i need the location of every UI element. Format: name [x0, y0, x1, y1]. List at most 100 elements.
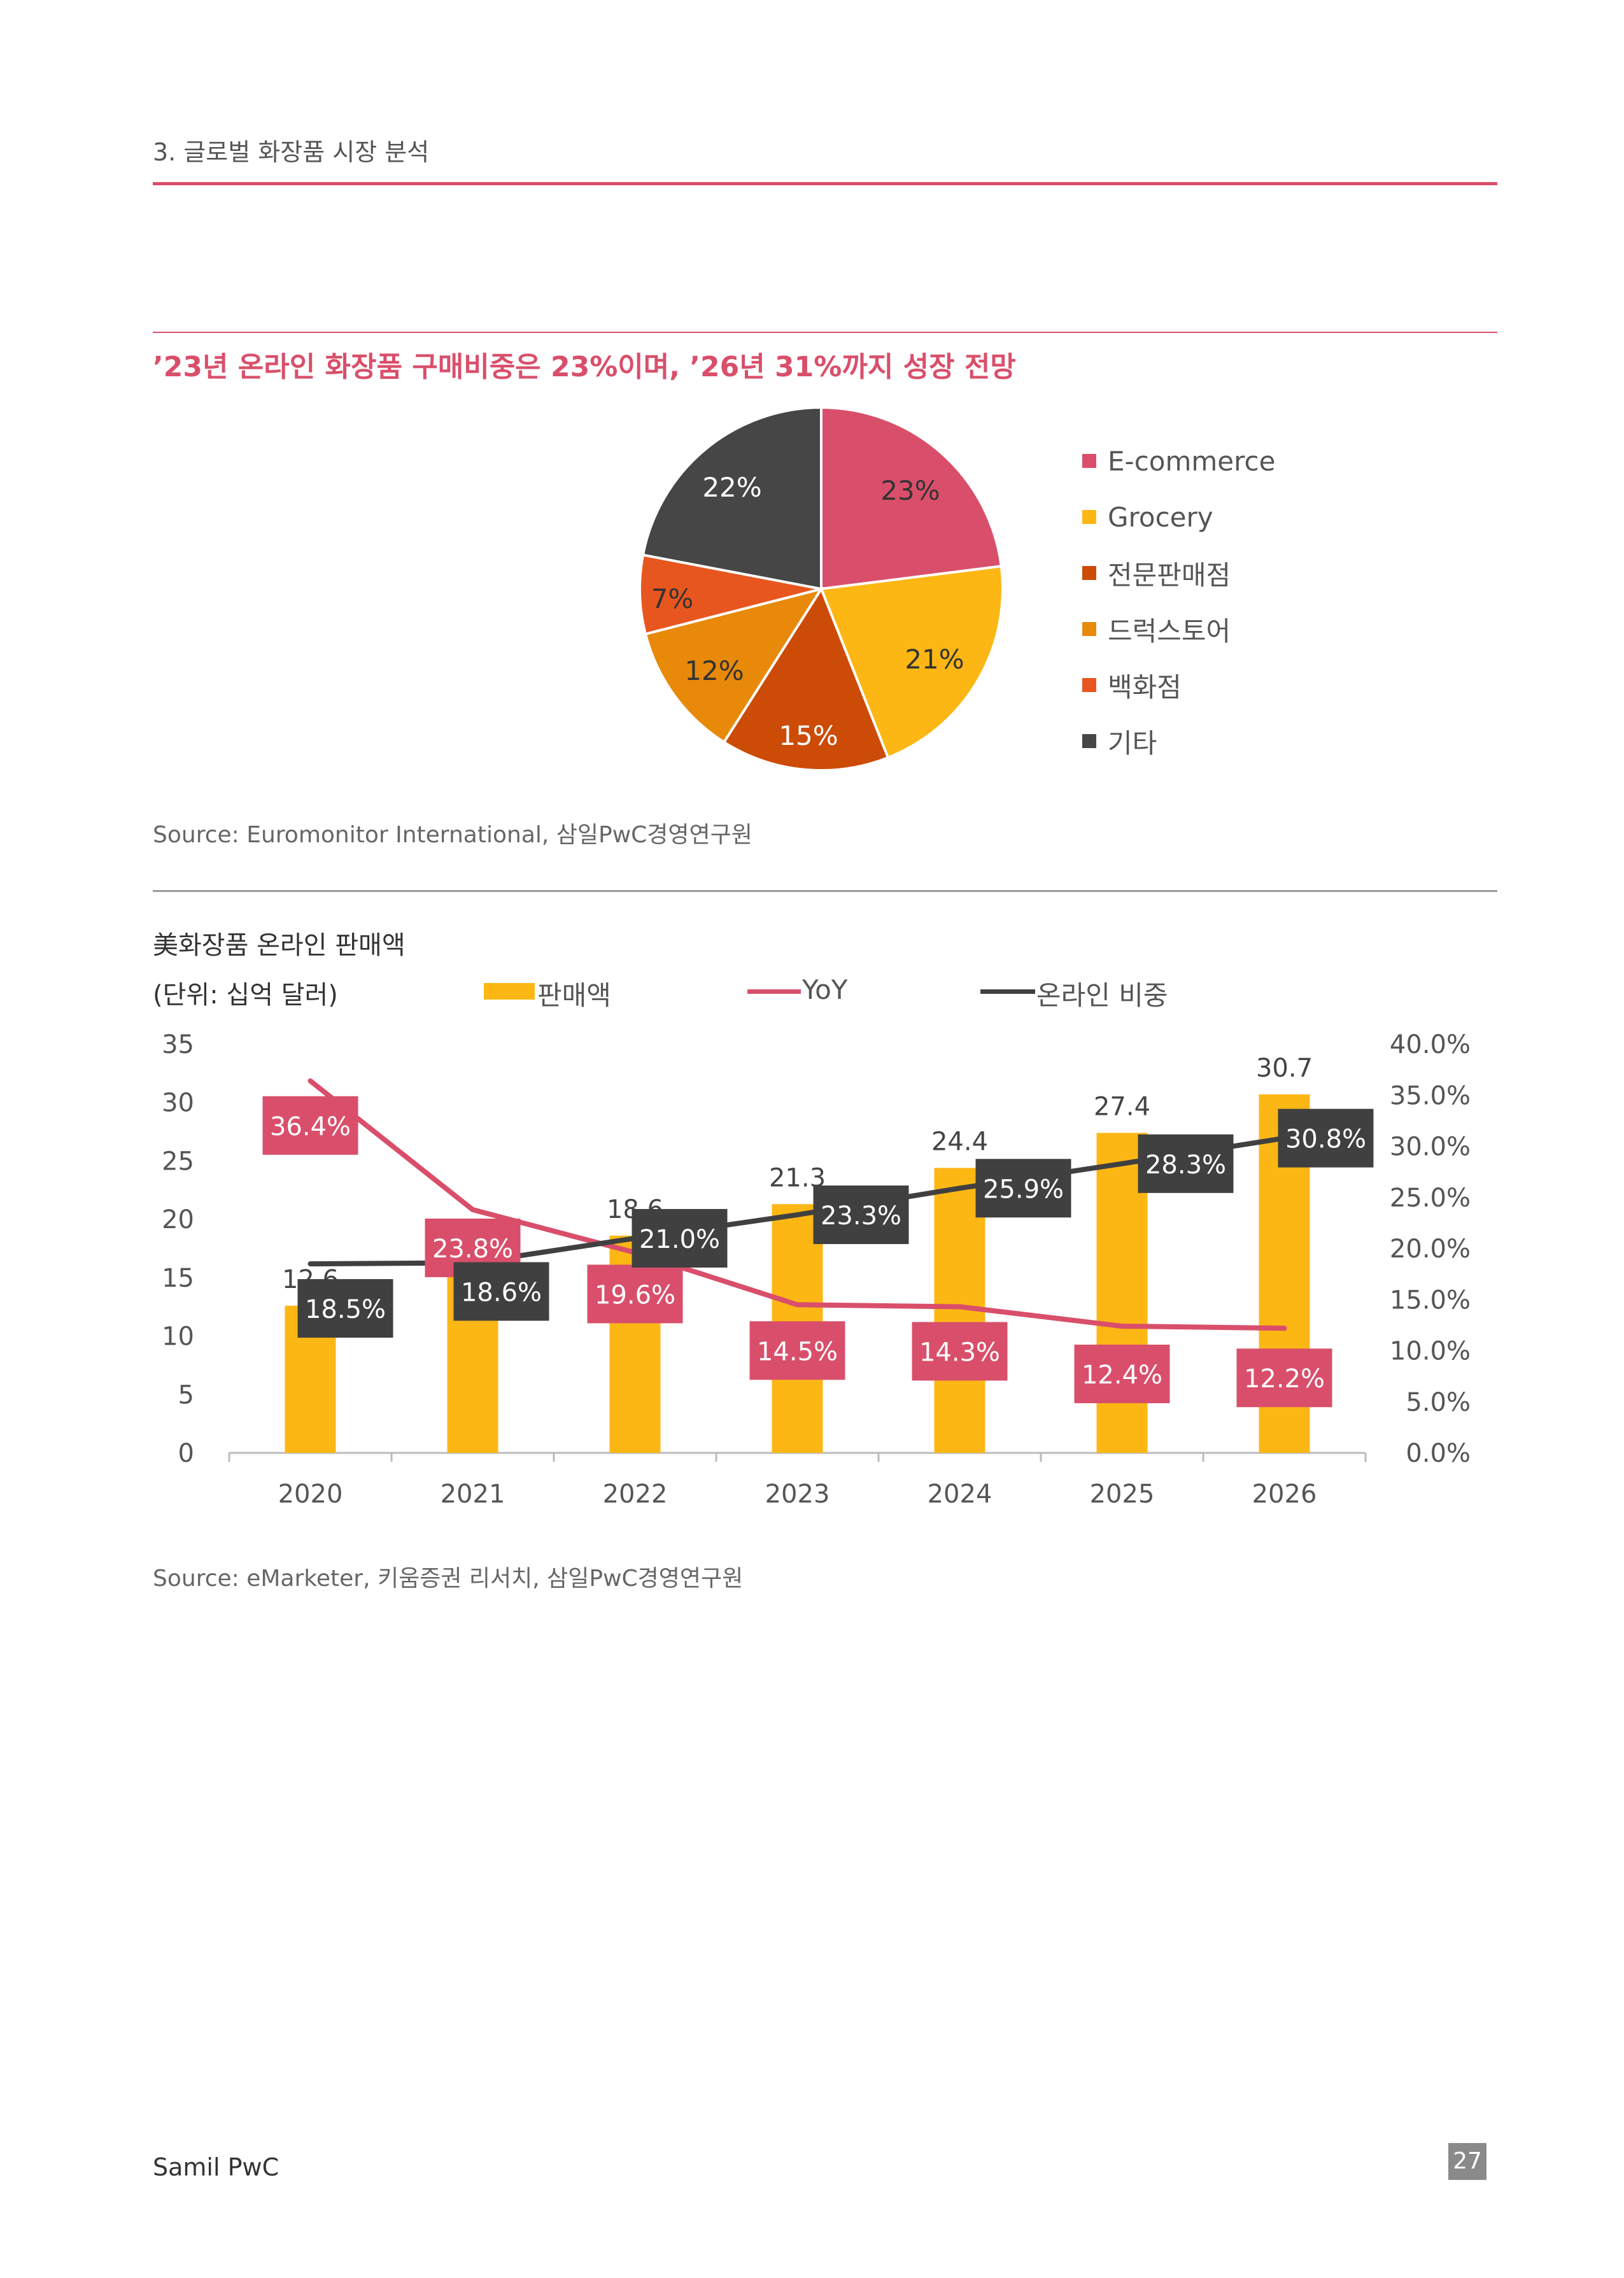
share-label-box	[1278, 1108, 1374, 1168]
share-label-box	[453, 1262, 549, 1321]
share-label-text: 18.5%	[305, 1295, 386, 1324]
x-tick-label: 2024	[928, 1480, 992, 1509]
yoy-label: 12.4%	[1074, 1344, 1170, 1403]
y-left-tick-label: 30	[162, 1089, 194, 1118]
pie-slice-3	[644, 586, 824, 744]
pie-value-label: 7%	[651, 583, 694, 614]
yoy-label-box	[587, 1264, 683, 1324]
share-label-box	[813, 1185, 909, 1245]
share-label-text: 28.3%	[1145, 1150, 1226, 1180]
footer-brand: Samil PwC	[153, 2153, 279, 2181]
chart-legend: 판매액 YoY 온라인 비중	[484, 974, 1248, 1012]
yoy-line-segment	[1119, 1323, 1287, 1331]
yoy-line-segment	[470, 1207, 638, 1256]
pie-value-label: 22%	[702, 472, 761, 503]
yoy-label-box	[262, 1096, 358, 1155]
page-number: 27	[1448, 2143, 1486, 2180]
share-label-text: 23.3%	[821, 1201, 901, 1231]
x-tick-label: 2025	[1090, 1480, 1155, 1509]
pie-slice-0	[820, 406, 1003, 591]
yoy-label-text: 23.8%	[432, 1235, 513, 1264]
yoy-label-text: 36.4%	[270, 1112, 351, 1142]
yoy-label: 14.3%	[912, 1322, 1008, 1381]
pie-legend-item: 드럭스토어	[1082, 601, 1275, 657]
x-tick-label: 2020	[278, 1480, 343, 1509]
pie-legend-label: 전문판매점	[1108, 559, 1231, 591]
y-right-tick-label: 0.0%	[1406, 1439, 1471, 1468]
legend-sales-swatch	[484, 983, 535, 1000]
y-left-tick-label: 0	[178, 1439, 194, 1468]
x-tick-label: 2022	[603, 1480, 668, 1509]
pie-value-label: 21%	[905, 644, 964, 675]
chart-section-divider	[153, 890, 1497, 892]
x-tick-label: 2023	[765, 1480, 830, 1509]
y-left-tick-label: 35	[162, 1030, 194, 1059]
y-left-tick-label: 25	[162, 1147, 194, 1176]
y-left-tick-label: 5	[178, 1380, 194, 1410]
pie-legend-label: E-commerce	[1108, 445, 1276, 477]
pie-legend-swatch	[1082, 678, 1096, 692]
y-left-tick-label: 20	[162, 1205, 194, 1235]
pie-legend-swatch	[1082, 510, 1096, 524]
chart-source: Source: eMarketer, 키움증권 리서치, 삼일PwC경영연구원	[153, 1566, 744, 1592]
y-right-tick-label: 25.0%	[1390, 1184, 1471, 1213]
bar-value-label: 30.7	[1256, 1054, 1313, 1083]
yoy-label-box	[1236, 1348, 1332, 1408]
pie-value-label: 23%	[880, 475, 940, 506]
share-label-text: 25.9%	[983, 1175, 1064, 1204]
y-right-tick-label: 20.0%	[1390, 1235, 1471, 1264]
share-label: 28.3%	[1138, 1134, 1234, 1193]
pie-legend-label: 기타	[1108, 727, 1157, 759]
y-right-tick-label: 15.0%	[1390, 1285, 1471, 1315]
yoy-label-text: 14.5%	[757, 1337, 838, 1366]
yoy-label-box	[1074, 1344, 1170, 1403]
legend-share-line	[980, 989, 1035, 994]
yoy-label-box	[749, 1321, 845, 1380]
share-label-text: 21.0%	[639, 1225, 720, 1254]
pie-source: Source: Euromonitor International, 삼일PwC…	[153, 822, 752, 848]
pie-value-label: 15%	[779, 720, 838, 751]
y-right-tick-label: 40.0%	[1390, 1030, 1471, 1059]
bar-value-label: 24.4	[931, 1127, 988, 1156]
header-divider	[153, 182, 1497, 185]
y-right-tick-label: 10.0%	[1390, 1337, 1471, 1366]
yoy-line-segment	[794, 1302, 963, 1310]
x-tick-label: 2026	[1252, 1480, 1317, 1509]
pie-legend-item: 기타	[1082, 713, 1275, 769]
share-label-box	[1138, 1134, 1234, 1193]
share-label: 23.3%	[813, 1185, 909, 1245]
pie-legend-item: 전문판매점	[1082, 545, 1275, 601]
share-label-box	[297, 1279, 393, 1338]
yoy-label-text: 12.4%	[1082, 1361, 1162, 1390]
yoy-label-text: 12.2%	[1244, 1364, 1325, 1394]
yoy-label: 14.5%	[749, 1321, 845, 1380]
legend-sales-label: 판매액	[537, 980, 611, 1011]
pie-legend-swatch	[1082, 454, 1096, 468]
pie-legend-label: 백화점	[1108, 671, 1182, 703]
yoy-label: 36.4%	[262, 1096, 358, 1155]
share-label: 18.5%	[297, 1279, 393, 1338]
pie-slice-2	[722, 586, 890, 772]
section-title: 3. 글로벌 화장품 시장 분석	[153, 138, 430, 166]
y-right-tick-label: 5.0%	[1406, 1388, 1471, 1417]
y-right-tick-label: 30.0%	[1390, 1133, 1471, 1162]
chart-unit: (단위: 십억 달러)	[153, 980, 338, 1010]
pie-slice-5	[641, 406, 823, 591]
y-left-tick-label: 10	[162, 1322, 194, 1352]
pie-legend-item: 백화점	[1082, 657, 1275, 713]
pie-slice-1	[819, 565, 1004, 760]
sales-chart: 35 30 25 20 15 10 5 0 40.0% 35.0% 30.0% 25.0% 20.0%…	[162, 1030, 1471, 1509]
yoy-label-text: 19.6%	[595, 1280, 675, 1310]
legend-yoy-line	[747, 989, 801, 994]
pie-slice-4	[639, 553, 822, 636]
yoy-label: 12.2%	[1236, 1348, 1332, 1408]
pie-headline: ’23년 온라인 화장품 구매비중은 23%이며, ’26년 31%까지 성장 …	[153, 351, 1016, 383]
share-label: 21.0%	[632, 1208, 728, 1268]
yoy-label-box	[912, 1322, 1008, 1381]
yoy-label: 19.6%	[587, 1264, 683, 1324]
y-left-tick-label: 15	[162, 1264, 194, 1293]
pie-section-divider	[153, 332, 1497, 333]
pie-legend-label: Grocery	[1108, 501, 1213, 533]
pie-legend-swatch	[1082, 622, 1096, 636]
y-right-tick-label: 35.0%	[1390, 1081, 1471, 1110]
